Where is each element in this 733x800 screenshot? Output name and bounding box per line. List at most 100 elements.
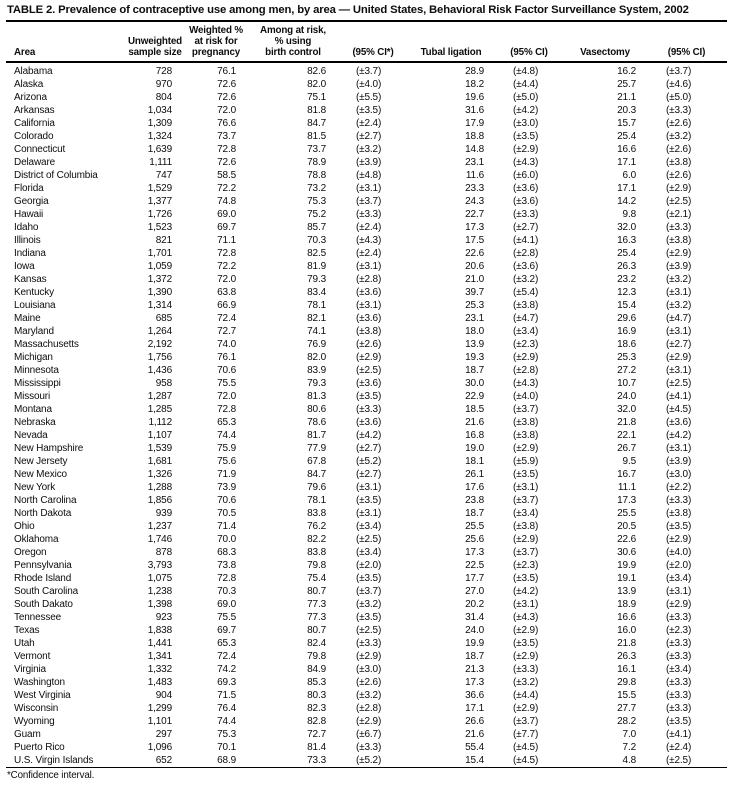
ci-cell: (±4.0) [666, 546, 692, 558]
footnote: *Confidence interval. [7, 769, 95, 781]
tubal-ligation-cell: 24.3 [465, 195, 484, 207]
table-row: Mississippi 958 75.5 79.3 (±3.6) 30.0 (±4.3) 10… [6, 377, 727, 390]
table-row: Oregon 878 68.3 83.8 (±3.4) 17.3 (±3.7) 30.6 (±4… [6, 546, 727, 559]
vasectomy-cell: 25.5 [617, 507, 636, 519]
sample-size-cell: 1,756 [147, 351, 172, 363]
sample-size-cell: 1,681 [147, 455, 172, 467]
area-cell: Connecticut [14, 143, 66, 155]
sample-size-cell: 1,398 [147, 598, 172, 610]
ci-cell: (±3.7) [513, 715, 539, 727]
sample-size-cell: 1,112 [148, 416, 172, 428]
weighted-pct-cell: 72.7 [217, 325, 236, 337]
ci-cell: (±3.9) [356, 156, 382, 168]
ci-cell: (±2.3) [513, 338, 539, 350]
sample-size-cell: 728 [155, 65, 172, 77]
table-row: Florida 1,529 72.2 73.2 (±3.1) 23.3 (±3.6) 17.1… [6, 182, 727, 195]
table-row: Rhode Island 1,075 72.8 75.4 (±3.5) 17.7 (±3.5… [6, 572, 727, 585]
tubal-ligation-cell: 19.3 [465, 351, 484, 363]
sample-size-cell: 804 [155, 91, 172, 103]
ci-cell: (±4.1) [513, 234, 539, 246]
vasectomy-cell: 25.7 [617, 78, 636, 90]
vasectomy-cell: 15.7 [617, 117, 636, 129]
weighted-pct-cell: 72.2 [217, 182, 236, 194]
birth-control-pct-cell: 84.7 [307, 468, 326, 480]
tubal-ligation-cell: 18.0 [465, 325, 484, 337]
vasectomy-cell: 19.9 [617, 559, 636, 571]
vasectomy-cell: 23.2 [617, 273, 636, 285]
vasectomy-cell: 18.9 [617, 598, 636, 610]
birth-control-pct-cell: 75.3 [307, 195, 326, 207]
tubal-ligation-cell: 17.5 [465, 234, 484, 246]
area-cell: Michigan [14, 351, 53, 363]
ci-cell: (±3.3) [356, 403, 382, 415]
tubal-ligation-cell: 17.9 [465, 117, 484, 129]
tubal-ligation-cell: 26.1 [465, 468, 484, 480]
table-row: California 1,309 76.6 84.7 (±2.4) 17.9 (±3.0) 1… [6, 117, 727, 130]
birth-control-pct-cell: 83.8 [307, 546, 326, 558]
birth-control-pct-cell: 78.9 [307, 156, 326, 168]
table-row: Arizona 804 72.6 75.1 (±5.5) 19.6 (±5.0) 21.1 (±… [6, 91, 727, 104]
ci-cell: (±4.1) [666, 728, 692, 740]
vasectomy-cell: 32.0 [617, 221, 636, 233]
tubal-ligation-cell: 36.6 [465, 689, 484, 701]
ci-cell: (±3.2) [356, 143, 382, 155]
ci-cell: (±4.3) [356, 234, 382, 246]
area-cell: Washington [14, 676, 65, 688]
sample-size-cell: 821 [155, 234, 172, 246]
weighted-pct-cell: 70.1 [217, 741, 236, 753]
birth-control-pct-cell: 81.5 [307, 130, 326, 142]
weighted-pct-cell: 72.4 [217, 312, 236, 324]
ci-cell: (±2.7) [513, 221, 539, 233]
weighted-pct-cell: 72.0 [217, 104, 236, 116]
area-cell: U.S. Virgin Islands [14, 754, 94, 766]
weighted-pct-cell: 70.5 [217, 507, 236, 519]
birth-control-pct-cell: 76.2 [307, 520, 326, 532]
table-row: South Dakato 1,398 69.0 77.3 (±3.2) 20.2 (±3.1… [6, 598, 727, 611]
vasectomy-cell: 25.4 [617, 247, 636, 259]
ci-cell: (±3.0) [356, 663, 382, 675]
ci-cell: (±2.9) [513, 442, 539, 454]
sample-size-cell: 1,746 [147, 533, 172, 545]
table-row: Pennsylvania 3,793 73.8 79.8 (±2.0) 22.5 (±2.3… [6, 559, 727, 572]
vasectomy-cell: 19.1 [617, 572, 636, 584]
table-row: Puerto Rico 1,096 70.1 81.4 (±3.3) 55.4 (±4.5)… [6, 741, 727, 754]
ci-cell: (±3.7) [513, 494, 539, 506]
table-row: Louisiana 1,314 66.9 78.1 (±3.1) 25.3 (±3.8) 15… [6, 299, 727, 312]
birth-control-pct-cell: 79.3 [307, 273, 326, 285]
birth-control-pct-cell: 76.9 [307, 338, 326, 350]
tubal-ligation-cell: 31.6 [465, 104, 484, 116]
sample-size-cell: 3,793 [147, 559, 172, 571]
ci-cell: (±3.1) [356, 182, 382, 194]
weighted-pct-cell: 76.1 [217, 65, 236, 77]
sample-size-cell: 923 [155, 611, 172, 623]
tubal-ligation-cell: 31.4 [465, 611, 484, 623]
area-cell: Georgia [14, 195, 49, 207]
birth-control-pct-cell: 79.8 [307, 559, 326, 571]
tubal-ligation-cell: 17.3 [465, 221, 484, 233]
table-row: Kentucky 1,390 63.8 83.4 (±3.6) 39.7 (±5.4) 12.… [6, 286, 727, 299]
sample-size-cell: 685 [155, 312, 172, 324]
ci-cell: (±3.5) [513, 572, 539, 584]
table-row: Georgia 1,377 74.8 75.3 (±3.7) 24.3 (±3.6) 14.2… [6, 195, 727, 208]
tubal-ligation-cell: 16.8 [465, 429, 484, 441]
weighted-pct-cell: 71.5 [217, 689, 236, 701]
table-row: South Carolina 1,238 70.3 80.7 (±3.7) 27.0 (±4… [6, 585, 727, 598]
tubal-ligation-cell: 21.3 [465, 663, 484, 675]
ci-cell: (±4.7) [666, 312, 692, 324]
ci-cell: (±3.1) [356, 507, 382, 519]
ci-cell: (±4.0) [513, 390, 539, 402]
table-row: Idaho 1,523 69.7 85.7 (±2.4) 17.3 (±2.7) 32.0 (±… [6, 221, 727, 234]
birth-control-pct-cell: 77.3 [307, 611, 326, 623]
sample-size-cell: 1,111 [149, 156, 172, 168]
ci-cell: (±2.9) [356, 351, 382, 363]
table-row: Guam 297 75.3 72.7 (±6.7) 21.6 (±7.7) 7.0 (±4.1) [6, 728, 727, 741]
table-row: New Jersety 1,681 75.6 67.8 (±5.2) 18.1 (±5.9)… [6, 455, 727, 468]
sample-size-cell: 1,523 [147, 221, 172, 233]
tubal-ligation-cell: 25.6 [465, 533, 484, 545]
weighted-pct-cell: 65.3 [217, 637, 236, 649]
birth-control-pct-cell: 85.7 [307, 221, 326, 233]
tubal-ligation-cell: 23.1 [465, 156, 484, 168]
sample-size-cell: 1,034 [147, 104, 172, 116]
birth-control-pct-cell: 78.8 [307, 169, 326, 181]
area-cell: Arizona [14, 91, 47, 103]
